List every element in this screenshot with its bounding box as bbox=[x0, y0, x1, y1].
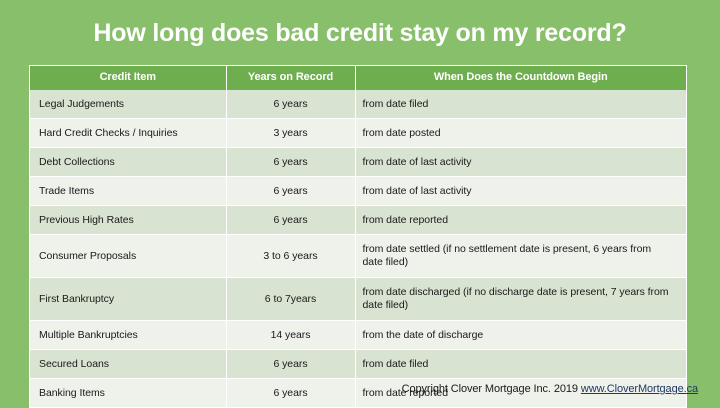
cell-years: 6 years bbox=[226, 349, 356, 379]
credit-table-container: Credit Item Years on Record When Does th… bbox=[29, 65, 687, 408]
cell-credit-item: Consumer Proposals bbox=[30, 234, 227, 278]
cell-credit-item: First Bankruptcy bbox=[30, 277, 227, 321]
column-header-when-countdown-begins: When Does the Countdown Begin bbox=[355, 66, 686, 90]
cell-when: from date of last activity bbox=[355, 176, 686, 206]
cell-credit-item: Banking Items bbox=[30, 378, 227, 407]
website-link[interactable]: www.CloverMortgage.ca bbox=[580, 383, 698, 395]
cell-credit-item: Debt Collections bbox=[30, 147, 227, 177]
table-row: First Bankruptcy 6 to 7years from date d… bbox=[30, 277, 686, 321]
column-header-credit-item: Credit Item bbox=[30, 66, 227, 90]
cell-credit-item: Multiple Bankruptcies bbox=[30, 320, 227, 350]
table-row: Legal Judgements 6 years from date filed bbox=[30, 90, 686, 119]
cell-credit-item: Hard Credit Checks / Inquiries bbox=[30, 118, 227, 148]
table-row: Trade Items 6 years from date of last ac… bbox=[30, 176, 686, 206]
table-body: Legal Judgements 6 years from date filed… bbox=[30, 90, 686, 407]
cell-years: 6 years bbox=[226, 147, 356, 177]
table-header-row: Credit Item Years on Record When Does th… bbox=[30, 66, 686, 90]
cell-years: 14 years bbox=[226, 320, 356, 350]
table-row: Secured Loans 6 years from date filed bbox=[30, 349, 686, 379]
cell-credit-item: Secured Loans bbox=[30, 349, 227, 379]
cell-when: from date of last activity bbox=[355, 147, 686, 177]
credit-table: Credit Item Years on Record When Does th… bbox=[30, 66, 686, 407]
cell-when: from date filed bbox=[355, 90, 686, 119]
cell-years: 3 years bbox=[226, 118, 356, 148]
cell-when: from date reported bbox=[355, 205, 686, 235]
cell-credit-item: Legal Judgements bbox=[30, 90, 227, 119]
cell-credit-item: Trade Items bbox=[30, 176, 227, 206]
cell-when: from date filed bbox=[355, 349, 686, 379]
cell-when: from date reported bbox=[355, 378, 686, 407]
cell-credit-item: Previous High Rates bbox=[30, 205, 227, 235]
cell-years: 6 years bbox=[226, 176, 356, 206]
cell-when: from the date of discharge bbox=[355, 320, 686, 350]
cell-when: from date posted bbox=[355, 118, 686, 148]
cell-years: 6 years bbox=[226, 90, 356, 119]
table-row: Hard Credit Checks / Inquiries 3 years f… bbox=[30, 118, 686, 148]
table-row: Debt Collections 6 years from date of la… bbox=[30, 147, 686, 177]
cell-when: from date discharged (if no discharge da… bbox=[355, 277, 686, 321]
table-row: Consumer Proposals 3 to 6 years from dat… bbox=[30, 234, 686, 278]
table-row: Previous High Rates 6 years from date re… bbox=[30, 205, 686, 235]
table-header: Credit Item Years on Record When Does th… bbox=[30, 66, 686, 90]
copyright-text: Copyright Clover Mortgage Inc. 2019 bbox=[401, 383, 578, 395]
cell-when: from date settled (if no settlement date… bbox=[355, 234, 686, 278]
table-row: Banking Items 6 years from date reported bbox=[30, 378, 686, 407]
cell-years: 6 years bbox=[226, 378, 356, 407]
column-header-years-on-record: Years on Record bbox=[226, 66, 356, 90]
page-title: How long does bad credit stay on my reco… bbox=[93, 19, 627, 47]
cell-years: 6 years bbox=[226, 205, 356, 235]
table-row: Multiple Bankruptcies 14 years from the … bbox=[30, 320, 686, 350]
footer: Copyright Clover Mortgage Inc. 2019 www.… bbox=[402, 383, 698, 395]
cell-years: 6 to 7years bbox=[226, 277, 356, 321]
cell-years: 3 to 6 years bbox=[226, 234, 356, 278]
